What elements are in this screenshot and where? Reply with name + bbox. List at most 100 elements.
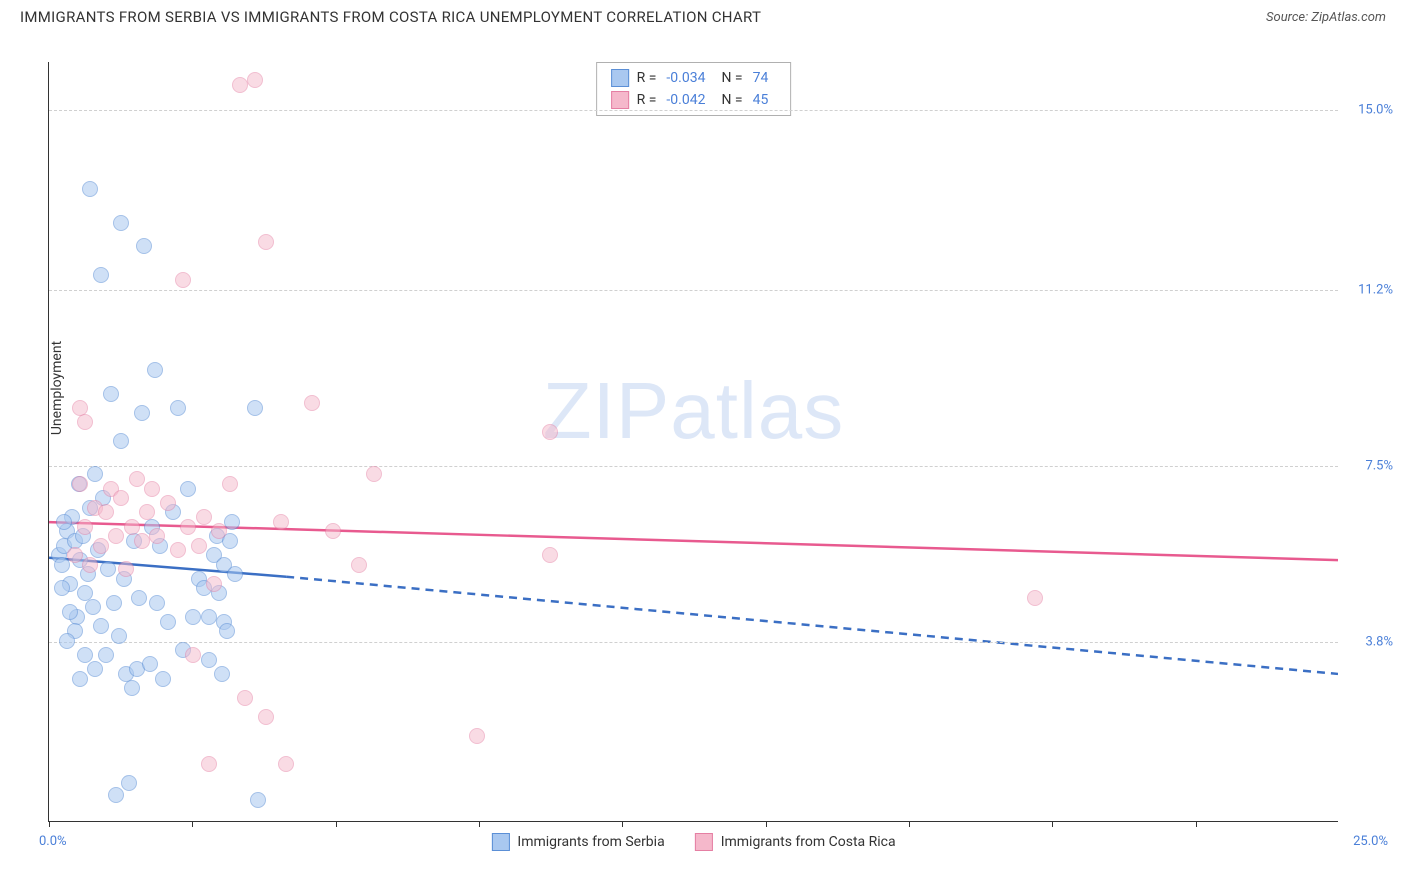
point-costarica: [118, 561, 134, 577]
legend-stats-row-costarica: R = -0.042 N = 45: [611, 89, 777, 111]
point-costarica: [180, 519, 196, 535]
point-costarica: [211, 523, 227, 539]
point-costarica: [278, 756, 294, 772]
swatch-serbia-bottom: [491, 833, 509, 851]
swatch-costarica-bottom: [695, 833, 713, 851]
legend-bottom-serbia: Immigrants from Serbia: [491, 833, 664, 851]
point-costarica: [273, 514, 289, 530]
point-costarica: [351, 557, 367, 573]
y-tick-label: 3.8%: [1365, 634, 1393, 649]
legend-label-costarica: Immigrants from Costa Rica: [721, 834, 896, 850]
point-serbia: [142, 656, 158, 672]
x-tick: [766, 821, 767, 827]
point-serbia: [113, 215, 129, 231]
x-tick: [49, 821, 50, 827]
point-serbia: [214, 666, 230, 682]
point-costarica: [72, 476, 88, 492]
point-serbia: [111, 628, 127, 644]
point-serbia: [160, 614, 176, 630]
point-serbia: [106, 595, 122, 611]
x-axis-max-label: 25.0%: [1353, 834, 1388, 849]
watermark-text: ZIPatlas: [543, 365, 844, 457]
point-costarica: [185, 647, 201, 663]
point-serbia: [54, 580, 70, 596]
point-serbia: [100, 561, 116, 577]
point-costarica: [77, 519, 93, 535]
chart-plot-area: ZIPatlas R = -0.034 N = 74 R = -0.042 N …: [48, 62, 1338, 822]
point-costarica: [82, 557, 98, 573]
point-serbia: [124, 680, 140, 696]
legend-stats-box: R = -0.034 N = 74 R = -0.042 N = 45: [596, 62, 792, 116]
point-serbia: [59, 633, 75, 649]
point-serbia: [103, 386, 119, 402]
point-costarica: [258, 709, 274, 725]
point-serbia: [180, 481, 196, 497]
point-serbia: [93, 618, 109, 634]
point-costarica: [113, 490, 129, 506]
point-serbia: [149, 595, 165, 611]
chart-title: IMMIGRANTS FROM SERBIA VS IMMIGRANTS FRO…: [20, 8, 761, 26]
point-costarica: [469, 728, 485, 744]
point-costarica: [67, 547, 83, 563]
point-serbia: [77, 647, 93, 663]
legend-bottom-costarica: Immigrants from Costa Rica: [695, 833, 896, 851]
point-costarica: [542, 424, 558, 440]
point-costarica: [222, 476, 238, 492]
r-label: R =: [637, 92, 657, 108]
legend-label-serbia: Immigrants from Serbia: [517, 834, 664, 850]
point-costarica: [139, 504, 155, 520]
point-serbia: [56, 514, 72, 530]
point-costarica: [542, 547, 558, 563]
point-serbia: [87, 466, 103, 482]
point-serbia: [62, 604, 78, 620]
point-costarica: [175, 272, 191, 288]
gridline-horizontal: [49, 466, 1338, 467]
point-costarica: [93, 538, 109, 554]
legend-stats-row-serbia: R = -0.034 N = 74: [611, 67, 777, 89]
point-serbia: [134, 405, 150, 421]
point-costarica: [124, 519, 140, 535]
point-serbia: [201, 609, 217, 625]
gridline-horizontal: [49, 290, 1338, 291]
point-costarica: [1027, 590, 1043, 606]
source-attribution: Source: ZipAtlas.com: [1266, 10, 1386, 25]
point-serbia: [113, 433, 129, 449]
r-label: R =: [637, 70, 657, 86]
gridline-horizontal: [49, 642, 1338, 643]
point-costarica: [134, 533, 150, 549]
n-label: N =: [721, 92, 742, 108]
point-serbia: [98, 647, 114, 663]
point-serbia: [201, 652, 217, 668]
n-value-costarica: 45: [753, 92, 769, 108]
swatch-serbia: [611, 69, 629, 87]
point-costarica: [304, 395, 320, 411]
point-costarica: [170, 542, 186, 558]
point-costarica: [206, 576, 222, 592]
point-serbia: [72, 671, 88, 687]
point-costarica: [232, 77, 248, 93]
point-serbia: [131, 590, 147, 606]
x-tick: [479, 821, 480, 827]
x-tick: [192, 821, 193, 827]
x-axis-min-label: 0.0%: [39, 834, 67, 849]
r-value-costarica: -0.042: [666, 92, 705, 108]
y-tick-label: 15.0%: [1358, 102, 1393, 117]
point-costarica: [237, 690, 253, 706]
point-costarica: [108, 528, 124, 544]
legend-bottom: Immigrants from Serbia Immigrants from C…: [491, 833, 895, 851]
y-tick-label: 7.5%: [1365, 458, 1393, 473]
point-serbia: [121, 775, 137, 791]
point-costarica: [325, 523, 341, 539]
point-serbia: [85, 599, 101, 615]
swatch-costarica: [611, 91, 629, 109]
point-serbia: [250, 792, 266, 808]
point-serbia: [219, 623, 235, 639]
point-costarica: [258, 234, 274, 250]
point-serbia: [87, 661, 103, 677]
point-serbia: [185, 609, 201, 625]
x-tick: [622, 821, 623, 827]
point-costarica: [129, 471, 145, 487]
trend-lines-svg: [49, 62, 1338, 821]
point-costarica: [160, 495, 176, 511]
point-costarica: [149, 528, 165, 544]
